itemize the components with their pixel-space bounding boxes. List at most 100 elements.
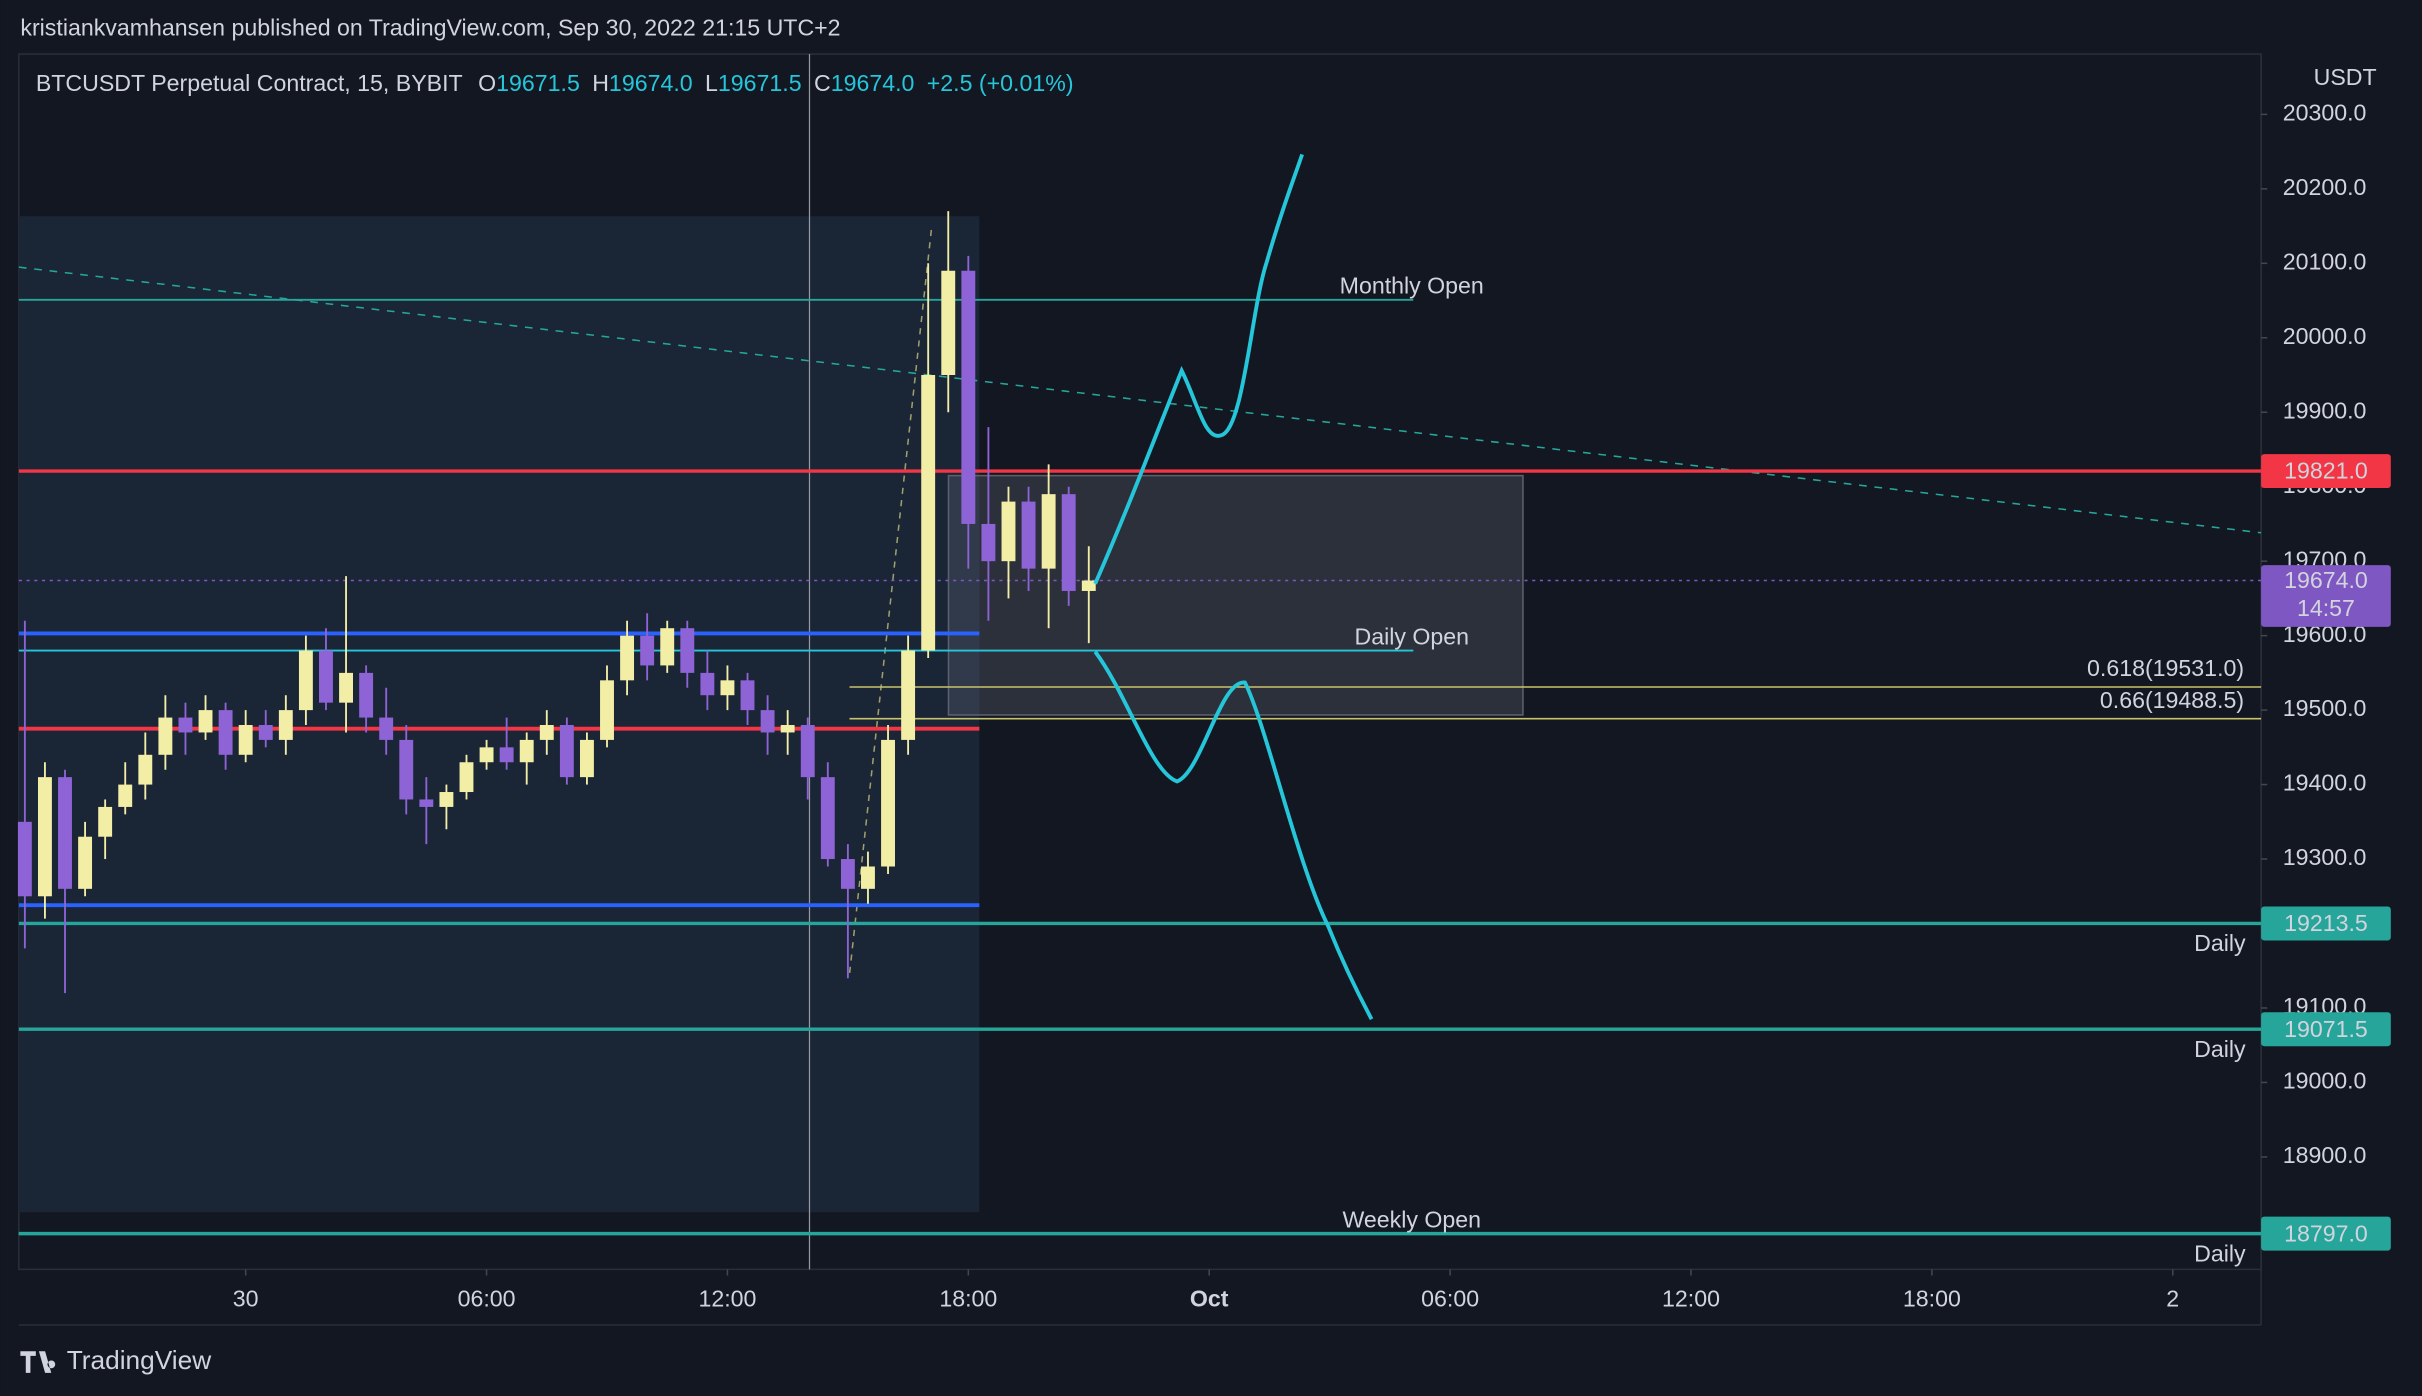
ohlc-key: L bbox=[705, 70, 718, 96]
x-tick-label: 18:00 bbox=[939, 1285, 997, 1311]
symbol-legend: BTCUSDT Perpetual Contract, 15, BYBIT O19… bbox=[36, 70, 1074, 96]
candle-body bbox=[278, 710, 293, 740]
y-tick-label: 19900.0 bbox=[2283, 397, 2367, 423]
y-tick-label: 20000.0 bbox=[2283, 323, 2367, 349]
fib-label: 0.66(19488.5) bbox=[2100, 687, 2244, 713]
range-shade bbox=[18, 216, 980, 1213]
candle-body bbox=[158, 717, 173, 755]
candle-body bbox=[37, 777, 52, 897]
candle-body bbox=[1041, 494, 1056, 569]
x-tick-label: 18:00 bbox=[1903, 1285, 1961, 1311]
candle-body bbox=[579, 739, 594, 778]
x-tick-label: Oct bbox=[1190, 1285, 1229, 1311]
price-badge bbox=[2261, 1012, 2391, 1047]
candle-body bbox=[218, 710, 233, 755]
zone-box bbox=[947, 474, 1524, 716]
last-price-label: 19674.0 bbox=[2284, 567, 2368, 593]
candle-body bbox=[1061, 494, 1076, 591]
projection-path bbox=[1093, 650, 1374, 1021]
candle-body bbox=[700, 672, 715, 696]
candle-body bbox=[640, 635, 655, 666]
price-badge-label: 19213.5 bbox=[2284, 910, 2368, 936]
candle-body bbox=[499, 747, 514, 763]
candle-body bbox=[98, 806, 113, 837]
candle-body bbox=[479, 747, 494, 763]
candle-body bbox=[238, 725, 253, 755]
price-badge-label: 19821.0 bbox=[2284, 458, 2368, 484]
projection-path bbox=[1093, 153, 1304, 585]
price-badge-label: 19071.5 bbox=[2284, 1016, 2368, 1042]
candle-body bbox=[620, 635, 635, 681]
change: +2.5 (+0.01%) bbox=[927, 70, 1074, 96]
y-tick-label: 20100.0 bbox=[2283, 248, 2367, 274]
candle-body bbox=[198, 710, 213, 733]
y-tick-label: 18900.0 bbox=[2283, 1142, 2367, 1168]
candle-body bbox=[379, 717, 394, 740]
candle-body bbox=[861, 866, 875, 889]
y-tick-label: 19500.0 bbox=[2283, 695, 2367, 721]
candle-body bbox=[1001, 501, 1016, 562]
candle-body bbox=[680, 628, 695, 673]
ohlc-value: 19671.5 bbox=[718, 70, 802, 96]
ohlc-key: H bbox=[592, 70, 609, 96]
candle-body bbox=[800, 725, 815, 778]
candle-body bbox=[961, 270, 976, 524]
candle-body bbox=[339, 672, 353, 703]
candle-body bbox=[901, 650, 916, 740]
candle-body bbox=[840, 859, 855, 889]
level-note: Daily bbox=[2194, 1240, 2246, 1266]
candle-body bbox=[740, 680, 755, 711]
candle-body bbox=[258, 725, 273, 740]
candle-body bbox=[881, 739, 895, 867]
price-badge bbox=[2261, 906, 2391, 941]
countdown: 14:57 bbox=[2297, 595, 2355, 621]
x-tick-label: 12:00 bbox=[698, 1285, 756, 1311]
trend-line bbox=[18, 266, 2262, 534]
candle-body bbox=[1081, 580, 1096, 591]
x-tick-label: 12:00 bbox=[1662, 1285, 1720, 1311]
publisher: kristiankvamhansen published on TradingV… bbox=[20, 14, 840, 40]
candle-body bbox=[17, 821, 32, 897]
level-note: Daily bbox=[2194, 930, 2246, 956]
candle-body bbox=[600, 680, 614, 740]
level-note: Daily bbox=[2194, 1036, 2246, 1062]
price-badge bbox=[2261, 454, 2391, 489]
symbol: BTCUSDT Perpetual Contract, 15, BYBIT bbox=[36, 70, 463, 96]
ohlc-value: 19674.0 bbox=[831, 70, 915, 96]
y-tick-label: 20200.0 bbox=[2283, 174, 2367, 200]
candle-body bbox=[419, 799, 434, 807]
y-tick-label: 19000.0 bbox=[2283, 1068, 2367, 1094]
candle-body bbox=[760, 710, 775, 733]
last-price-badge bbox=[2261, 565, 2391, 627]
ohlc-key: C bbox=[814, 70, 831, 96]
candle-body bbox=[941, 270, 956, 376]
candle-body bbox=[539, 725, 554, 740]
x-tick-label: 06:00 bbox=[458, 1285, 516, 1311]
candle-body bbox=[319, 650, 333, 703]
trend-line bbox=[848, 228, 933, 973]
candle-body bbox=[359, 672, 374, 718]
footer-brand: TradingView bbox=[67, 1345, 212, 1375]
candle-body bbox=[981, 523, 996, 562]
y-tick-label: 19300.0 bbox=[2283, 844, 2367, 870]
candle-body bbox=[1021, 501, 1036, 569]
x-tick-label: 06:00 bbox=[1421, 1285, 1479, 1311]
ohlc-value: 19674.0 bbox=[609, 70, 693, 96]
x-tick-label: 2 bbox=[2166, 1285, 2179, 1311]
candle-body bbox=[660, 628, 675, 666]
logo bbox=[20, 1351, 56, 1373]
y-tick-label: 20300.0 bbox=[2283, 99, 2367, 125]
price-badge bbox=[2261, 1216, 2391, 1251]
candle-body bbox=[399, 739, 414, 800]
candle-body bbox=[78, 836, 93, 889]
candle-body bbox=[459, 762, 474, 793]
candle-body bbox=[298, 650, 313, 711]
annotation-label: Monthly Open bbox=[1340, 273, 1484, 299]
candle-body bbox=[921, 375, 936, 651]
y-tick-label: 19400.0 bbox=[2283, 770, 2367, 796]
candle-body bbox=[559, 725, 574, 778]
candle-body bbox=[138, 754, 153, 785]
candle-body bbox=[178, 717, 193, 733]
candle-body bbox=[820, 777, 835, 860]
